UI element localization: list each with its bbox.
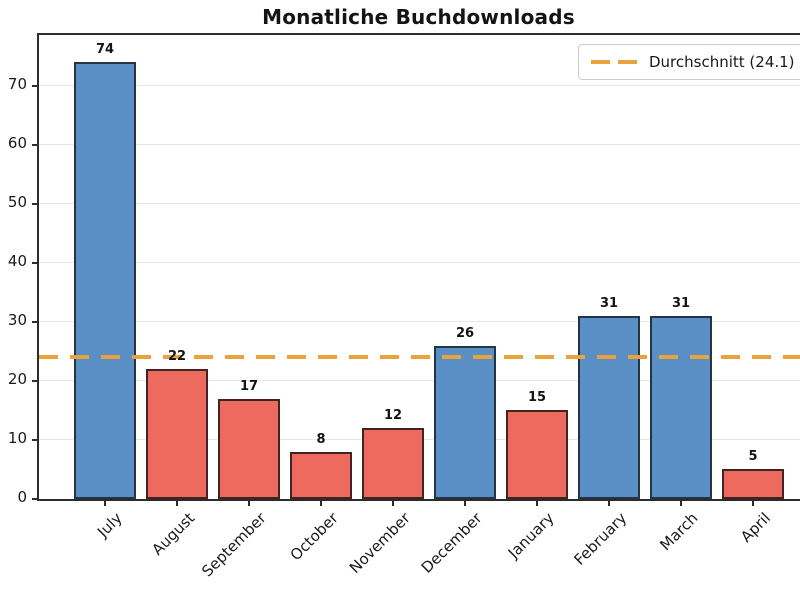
x-tick-label-october: October — [286, 509, 342, 565]
x-tick-march — [680, 499, 682, 506]
y-tick-10 — [32, 438, 39, 441]
bar-value-label-july: 74 — [95, 42, 115, 58]
y-tick-0 — [32, 498, 39, 500]
x-tick-april — [752, 499, 754, 506]
y-tick-label-50: 50 — [7, 192, 27, 211]
legend: Durchschnitt (24.1) — [578, 44, 800, 80]
y-tick-40 — [32, 261, 39, 264]
x-tick-december — [464, 499, 466, 506]
gridline-30 — [39, 320, 800, 322]
chart-title: Monatliche Buchdownloads — [262, 5, 575, 29]
bar-value-label-august: 22 — [167, 349, 187, 365]
plot-area: 74 22 17 8 12 26 15 31 31 5 — [32, 33, 800, 506]
y-tick-20 — [32, 379, 39, 382]
bar-april — [722, 469, 784, 499]
x-tick-january — [536, 499, 538, 506]
x-tick-label-july: July — [93, 509, 126, 541]
bar-october — [290, 451, 352, 499]
y-tick-label-70: 70 — [7, 74, 27, 93]
x-axis: July August September October November Decemb… — [37, 499, 800, 589]
bar-value-label-november: 12 — [383, 408, 403, 424]
x-tick-label-november: November — [345, 509, 414, 577]
bar-november — [362, 428, 424, 499]
bar-february — [578, 316, 640, 499]
gridline-20 — [39, 379, 800, 381]
y-tick-label-0: 0 — [17, 488, 27, 506]
x-tick-february — [608, 499, 610, 506]
x-tick-september — [248, 499, 250, 506]
bar-july — [74, 62, 136, 499]
x-tick-october — [320, 499, 322, 506]
x-tick-label-december: December — [417, 509, 486, 577]
bar-value-label-september: 17 — [239, 378, 259, 394]
bar-value-label-february: 31 — [599, 296, 619, 311]
x-tick-label-april: April — [736, 509, 774, 546]
bar-march — [650, 316, 712, 499]
y-tick-70 — [32, 84, 39, 87]
x-tick-label-august: August — [147, 509, 198, 559]
x-tick-august — [176, 499, 178, 506]
x-tick-label-march: March — [656, 509, 702, 555]
y-tick-label-20: 20 — [7, 369, 27, 388]
y-tick-60 — [32, 143, 39, 146]
bar-value-label-january: 15 — [527, 390, 547, 406]
dashed-line-icon — [591, 60, 637, 64]
y-tick-label-60: 60 — [7, 133, 27, 152]
y-tick-label-30: 30 — [7, 310, 27, 329]
y-tick-label-40: 40 — [7, 251, 27, 270]
bar-value-label-december: 26 — [455, 325, 475, 341]
y-axis: 0 10 20 30 40 50 60 70 — [0, 33, 27, 506]
gridline-60 — [39, 143, 800, 145]
y-tick-30 — [32, 320, 39, 323]
bar-december — [434, 345, 496, 499]
x-tick-july — [104, 499, 106, 506]
gridline-70 — [39, 84, 800, 86]
x-tick-label-january: January — [504, 509, 558, 562]
bar-august — [146, 369, 208, 499]
x-tick-label-february: February — [569, 509, 630, 569]
bar-value-label-march: 31 — [671, 296, 691, 311]
y-tick-label-10: 10 — [7, 428, 27, 447]
x-tick-november — [392, 499, 394, 506]
legend-label: Durchschnitt (24.1) — [649, 53, 795, 71]
bar-january — [506, 410, 568, 499]
bar-value-label-october: 8 — [316, 431, 326, 447]
bar-september — [218, 398, 280, 499]
gridline-40 — [39, 261, 800, 263]
bar-value-label-april: 5 — [748, 449, 758, 465]
gridline-50 — [39, 202, 800, 204]
y-tick-50 — [32, 202, 39, 205]
x-tick-label-september: September — [198, 509, 270, 581]
average-dashed-line — [39, 354, 800, 359]
